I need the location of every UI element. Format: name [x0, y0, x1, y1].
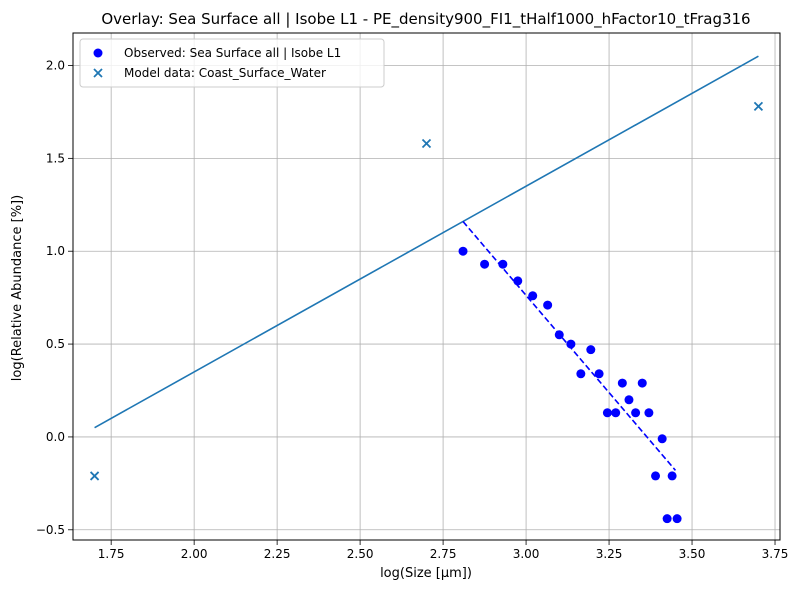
legend-marker [93, 48, 103, 58]
observed-point [611, 408, 621, 418]
model-point [421, 138, 432, 149]
observed-point [554, 330, 564, 340]
axes-frame [72, 32, 781, 541]
observed-point [631, 408, 641, 418]
x-marker-stroke [89, 471, 100, 481]
model-point [89, 471, 100, 481]
x-marker-stroke [93, 68, 103, 78]
observed-point [667, 471, 677, 481]
observed-point [637, 378, 647, 388]
observed-point [651, 471, 661, 481]
y-tick-label: 1.5 [46, 151, 65, 165]
x-tick-label: 3.00 [513, 547, 540, 561]
observed-point [513, 276, 523, 286]
legend-marker [93, 68, 103, 78]
observed-point [624, 395, 634, 405]
observed-point [480, 259, 490, 269]
legend-box [79, 38, 385, 88]
x-tick-label: 2.25 [264, 547, 291, 561]
y-tick-label: 1.0 [46, 244, 65, 258]
observed-point [657, 434, 667, 444]
observed-point [528, 291, 538, 301]
chart-title: Overlay: Sea Surface all | Isobe L1 - PE… [101, 10, 750, 29]
y-ticks: −0.5 0.0 0.5 1.0 1.5 2.0 [36, 59, 73, 537]
y-tick-label: 0.0 [46, 430, 65, 444]
x-tick-label: 3.50 [679, 547, 706, 561]
x-tick-label: 2.75 [430, 547, 457, 561]
y-tick-label: 2.0 [46, 59, 65, 73]
x-ticks: 1.75 2.00 2.25 2.50 2.75 3.00 3.25 3.50 3.75 [98, 540, 789, 561]
observed-point [543, 300, 553, 310]
x-marker-stroke [753, 101, 764, 111]
observed-point [586, 345, 596, 355]
observed-point [576, 369, 586, 379]
model-fit-line [94, 55, 759, 429]
x-axis-label: log(Size [µm]) [380, 566, 472, 581]
observed-point [458, 246, 468, 256]
x-tick-label: 3.25 [596, 547, 623, 561]
model-point [753, 101, 764, 111]
legend-label: Observed: Sea Surface all | Isobe L1 [124, 46, 341, 60]
y-axis-label: log(Relative Abundance [%]) [10, 195, 25, 381]
observed-point [566, 339, 576, 349]
observed-point [602, 408, 612, 418]
plot-points [89, 101, 764, 524]
y-tick-label: 0.5 [46, 337, 65, 351]
legend-label: Model data: Coast_Surface_Water [124, 66, 326, 80]
x-marker-stroke [421, 138, 432, 149]
observed-point [644, 408, 654, 418]
observed-point [594, 369, 604, 379]
observed-point [672, 514, 682, 524]
observed-point [498, 259, 508, 269]
observed-point [662, 514, 672, 524]
y-tick-label: −0.5 [36, 523, 65, 537]
x-tick-label: 1.75 [98, 547, 125, 561]
x-tick-label: 3.75 [762, 547, 789, 561]
grid [73, 33, 780, 540]
observed-point [617, 378, 627, 388]
legend: Observed: Sea Surface all | Isobe L1 Mode… [79, 38, 385, 88]
x-tick-label: 2.50 [347, 547, 374, 561]
x-tick-label: 2.00 [181, 547, 208, 561]
